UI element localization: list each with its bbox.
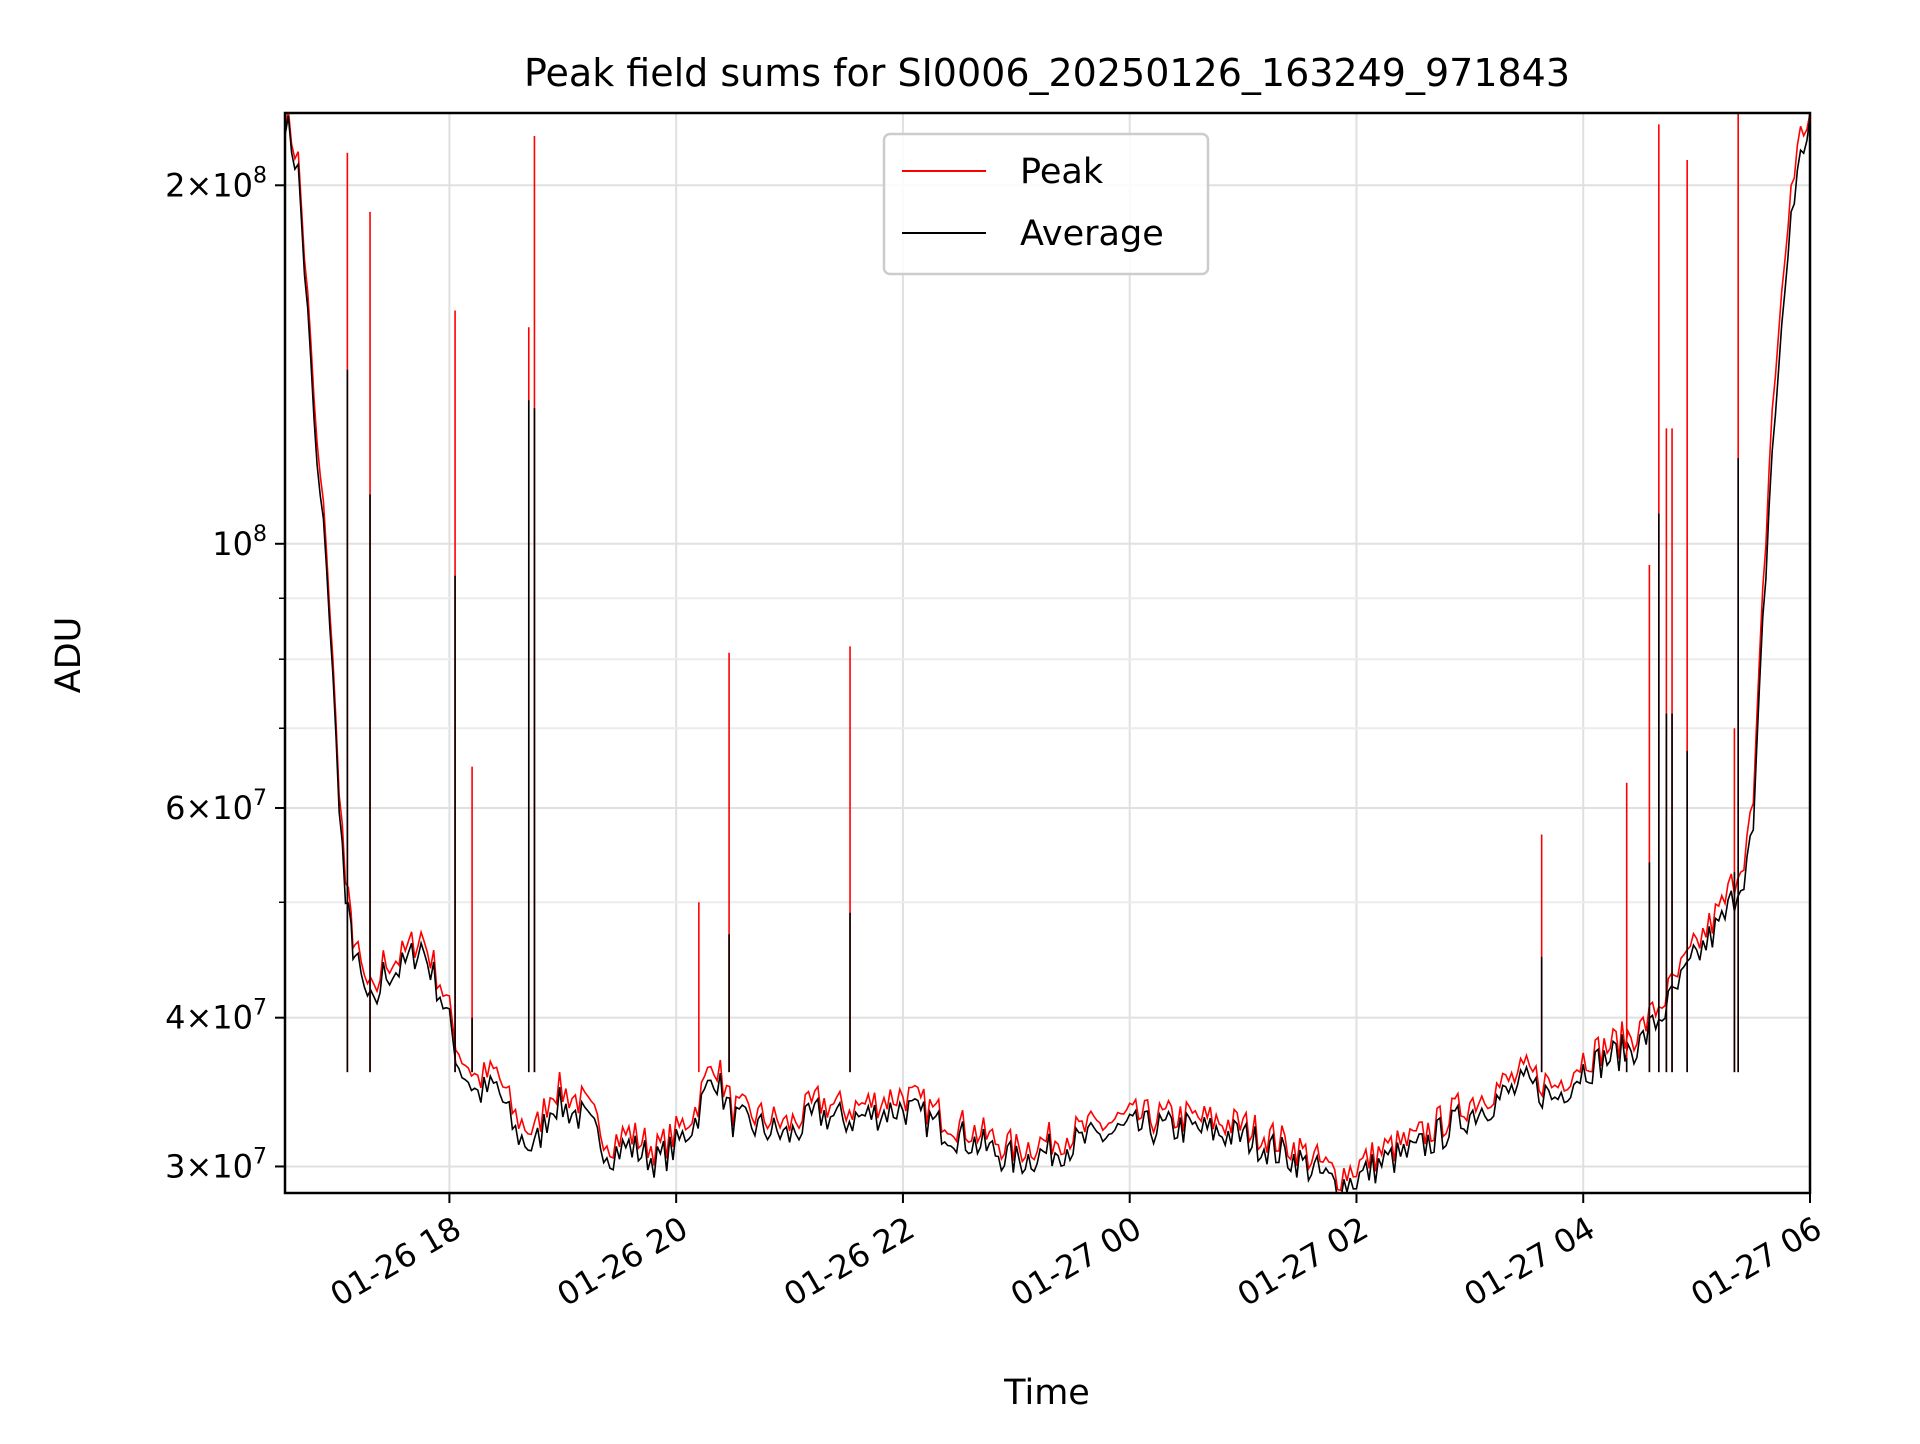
y-axis-label: ADU bbox=[49, 617, 89, 694]
legend-label-average: Average bbox=[1020, 214, 1164, 254]
chart-title: Peak field sums for SI0006_20250126_1632… bbox=[524, 51, 1570, 95]
y-tick-label: 2×108 bbox=[165, 163, 267, 204]
y-tick-label: 3×107 bbox=[165, 1144, 267, 1185]
legend-box bbox=[882, 132, 1210, 276]
series-line-peak bbox=[285, 113, 1810, 1192]
y-tick-label: 6×107 bbox=[165, 786, 267, 827]
series-line-average bbox=[285, 115, 1810, 1193]
legend-label-peak: Peak bbox=[1020, 152, 1104, 192]
plot-frame bbox=[283, 111, 1812, 1195]
legend: Peak Average bbox=[882, 132, 1210, 276]
y-tick-label: 4×107 bbox=[165, 996, 267, 1037]
y-axis: 3×107 4×107 6×107 108 2×108 bbox=[165, 163, 285, 1185]
series-layer bbox=[285, 113, 1810, 1193]
y-tick-label: 108 bbox=[212, 522, 267, 563]
x-axis-label: Time bbox=[1003, 1373, 1090, 1413]
